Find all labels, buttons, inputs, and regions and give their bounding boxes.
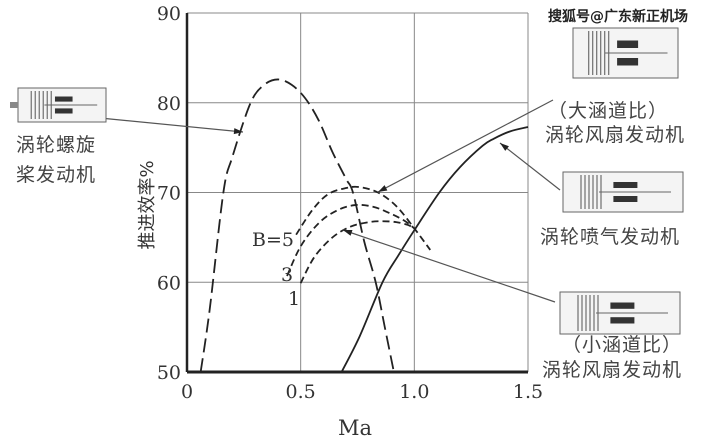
turboprop-engine-icon (17, 87, 107, 123)
series-line-0 (199, 78, 395, 373)
leader-line (342, 229, 556, 303)
engine-core (54, 108, 73, 114)
x-tick-label: 0.5 (286, 381, 316, 403)
high-bypass-label-line1: （大涵道比） (548, 100, 669, 122)
x-tick-label: 1.5 (513, 381, 543, 403)
x-tick-label: 1.0 (399, 381, 429, 403)
turbojet-label: 涡轮喷气发动机 (540, 226, 681, 248)
turbojet-engine-icon (562, 171, 684, 213)
series-line-2 (295, 185, 431, 251)
low-bypass-label-line1: （小涵道比） (562, 334, 683, 356)
curve-label-b5: B=5 (252, 229, 294, 251)
series-line-3 (286, 203, 415, 277)
engine-core (610, 317, 635, 324)
y-tick-label: 70 (157, 183, 181, 205)
engine-core (610, 302, 635, 309)
low-bypass-engine-icon (559, 291, 681, 335)
engine-core (617, 58, 639, 66)
leader-line (377, 99, 554, 193)
y-axis-label: 推进效率% (137, 160, 158, 249)
y-tick-label: 60 (157, 272, 181, 294)
series-line-1 (340, 126, 529, 373)
curve-label-b3: 3 (281, 264, 293, 286)
high-bypass-engine-icon (572, 27, 679, 79)
x-tick-label: 0 (181, 381, 193, 403)
engine-core (613, 182, 638, 188)
curve-label-b1: 1 (288, 288, 300, 310)
turboprop-label-line1: 涡轮螺旋 (16, 134, 97, 156)
turboprop-label-line2: 桨发动机 (16, 164, 97, 186)
leader-line (499, 142, 561, 191)
engine-core (613, 196, 638, 202)
low-bypass-label-line2: 涡轮风扇发动机 (542, 359, 683, 381)
y-tick-label: 50 (157, 362, 181, 384)
arrowhead-icon (500, 143, 509, 151)
arrowhead-icon (233, 128, 243, 135)
y-tick-label: 90 (157, 3, 181, 25)
arrowhead-icon (343, 230, 353, 236)
engine-core (54, 96, 73, 102)
y-tick-label: 80 (157, 93, 181, 115)
watermark: 搜狐号@广东新正机场 (548, 9, 688, 25)
high-bypass-label-line2: 涡轮风扇发动机 (545, 124, 686, 146)
x-axis-label: Ma (338, 416, 372, 440)
engine-core (617, 40, 639, 48)
series-line-4 (299, 220, 415, 284)
leader-line (99, 117, 244, 133)
arrowhead-icon (378, 185, 388, 192)
